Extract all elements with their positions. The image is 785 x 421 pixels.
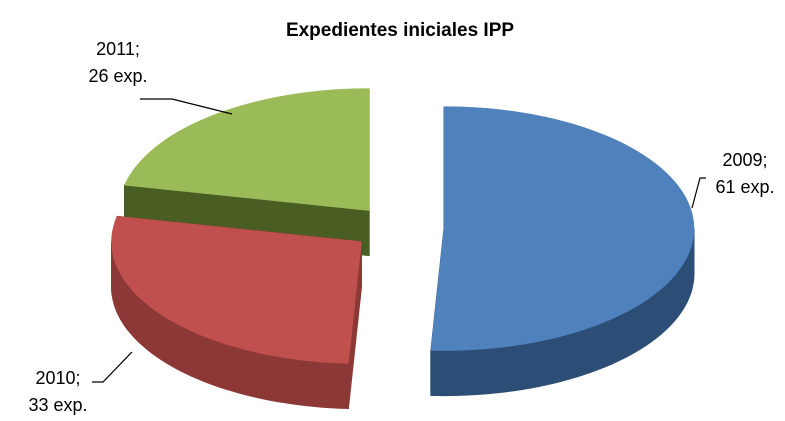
category-label: 2011: [96, 39, 135, 59]
leader-line: [92, 351, 133, 383]
slice: [111, 216, 362, 364]
label-separator: ;: [76, 368, 81, 388]
data-label: 2009;: [722, 150, 767, 170]
label-separator: ;: [135, 39, 140, 59]
value-label: 61 exp.: [715, 177, 774, 197]
leader-line: [691, 177, 706, 209]
category-label: 2010: [35, 368, 75, 388]
slice: [430, 106, 695, 351]
value-label: 33 exp.: [28, 395, 87, 415]
value-label: 26 exp.: [88, 66, 147, 86]
data-label: 2010;: [35, 368, 80, 388]
data-label: 2011;: [96, 39, 140, 59]
chart-title: Expedientes iniciales IPP: [286, 20, 514, 41]
label-separator: ;: [763, 150, 768, 170]
slice: [124, 88, 370, 211]
category-label: 2009: [722, 150, 762, 170]
leader-line: [140, 98, 233, 115]
